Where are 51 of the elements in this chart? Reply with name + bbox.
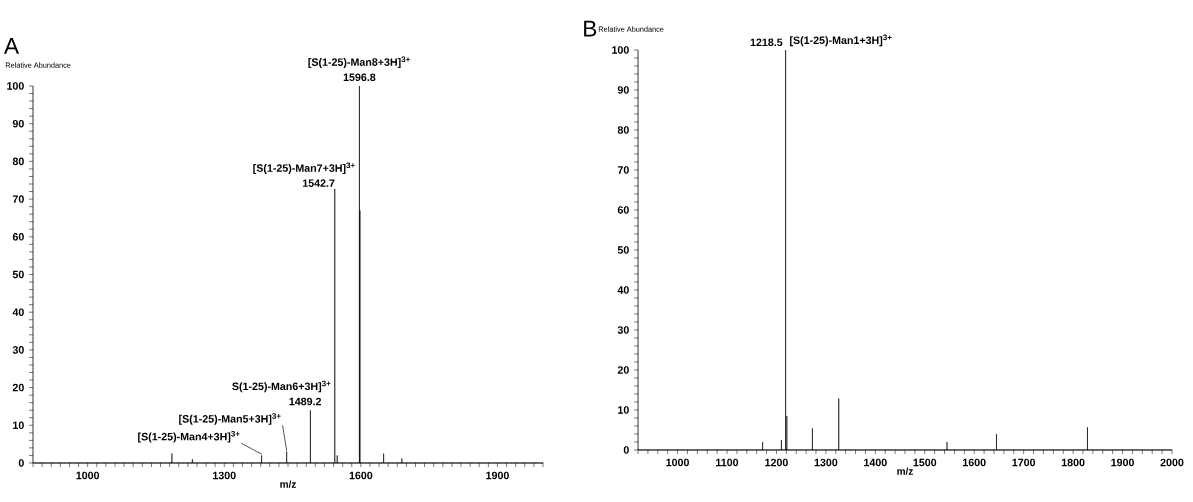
y-tick-label: 100 (612, 46, 629, 54)
y-tick-label: 50 (12, 270, 24, 279)
x-tick-label: 1400 (864, 458, 887, 467)
y-tick-label: 30 (617, 326, 629, 334)
x-axis-title: m/z (897, 467, 913, 475)
x-tick-label: 1500 (913, 458, 937, 467)
y-tick-label: 0 (623, 446, 629, 454)
annotation: [S(1-25)-Man4+3H]$^{3+}$ (138, 430, 240, 443)
annotation: [S(1-25)-Man7+3H]$^{3+}$ (253, 162, 355, 174)
y-tick-label: 20 (617, 366, 629, 374)
x-tick-label: 1900 (486, 471, 509, 480)
y-tick-label: 40 (12, 308, 24, 316)
x-tick-label: 1700 (1012, 458, 1036, 467)
x-axis-title: m/z (280, 480, 296, 488)
annotation: 1596.8 (343, 73, 376, 82)
y-tick-label: 10 (13, 421, 24, 430)
y-tick-label: 70 (12, 195, 24, 203)
x-tick-label: 1000 (76, 471, 100, 480)
x-tick-label: 1600 (963, 458, 986, 467)
x-tick-label: 1300 (213, 471, 236, 480)
y-tick-label: 80 (617, 126, 629, 134)
x-tick-label: 1600 (349, 471, 373, 480)
y-tick-label: 70 (617, 166, 629, 174)
x-tick-label: 1900 (1111, 458, 1134, 467)
x-tick-label: 1300 (814, 458, 838, 467)
x-tick-label: 1000 (666, 458, 689, 467)
y-tick-label: 90 (12, 119, 24, 128)
x-tick-label: 1800 (1061, 458, 1085, 467)
y-tick-label: 30 (12, 346, 24, 354)
annotation: 1489.2 (289, 397, 322, 406)
y-tick-label: 50 (617, 246, 629, 254)
annotation: S(1-25)-Man6+3H]$^{3+}$ (232, 380, 331, 393)
chart-title: B (584, 20, 597, 37)
annotation: [S(1-25)-Man5+3H]$^{3+}$ (179, 413, 281, 425)
y-tick-label: 80 (12, 157, 24, 166)
annotation: [S(1-25)-Man1+3H]$^{3+}$ (790, 34, 892, 47)
y-tick-label: 100 (7, 82, 24, 90)
x-tick-label: 1100 (716, 458, 739, 467)
annotation: 1542.7 (302, 179, 335, 187)
y-tick-label: 10 (618, 406, 629, 414)
annotation: 1218.5 (750, 38, 783, 47)
y-tick-label: 60 (617, 206, 629, 214)
y-tick-label: 40 (617, 286, 629, 294)
x-tick-label: 1200 (765, 458, 788, 467)
y-tick-label: 20 (12, 383, 24, 392)
y-tick-label: 60 (12, 233, 24, 241)
y-tick-label: 90 (617, 86, 629, 94)
chart-title: A (3, 38, 20, 54)
y-tick-label: 0 (18, 459, 24, 467)
annotation: [S(1-25)-Man8+3H]$^{3+}$ (308, 56, 410, 68)
x-tick-label: 2000 (1160, 458, 1184, 467)
